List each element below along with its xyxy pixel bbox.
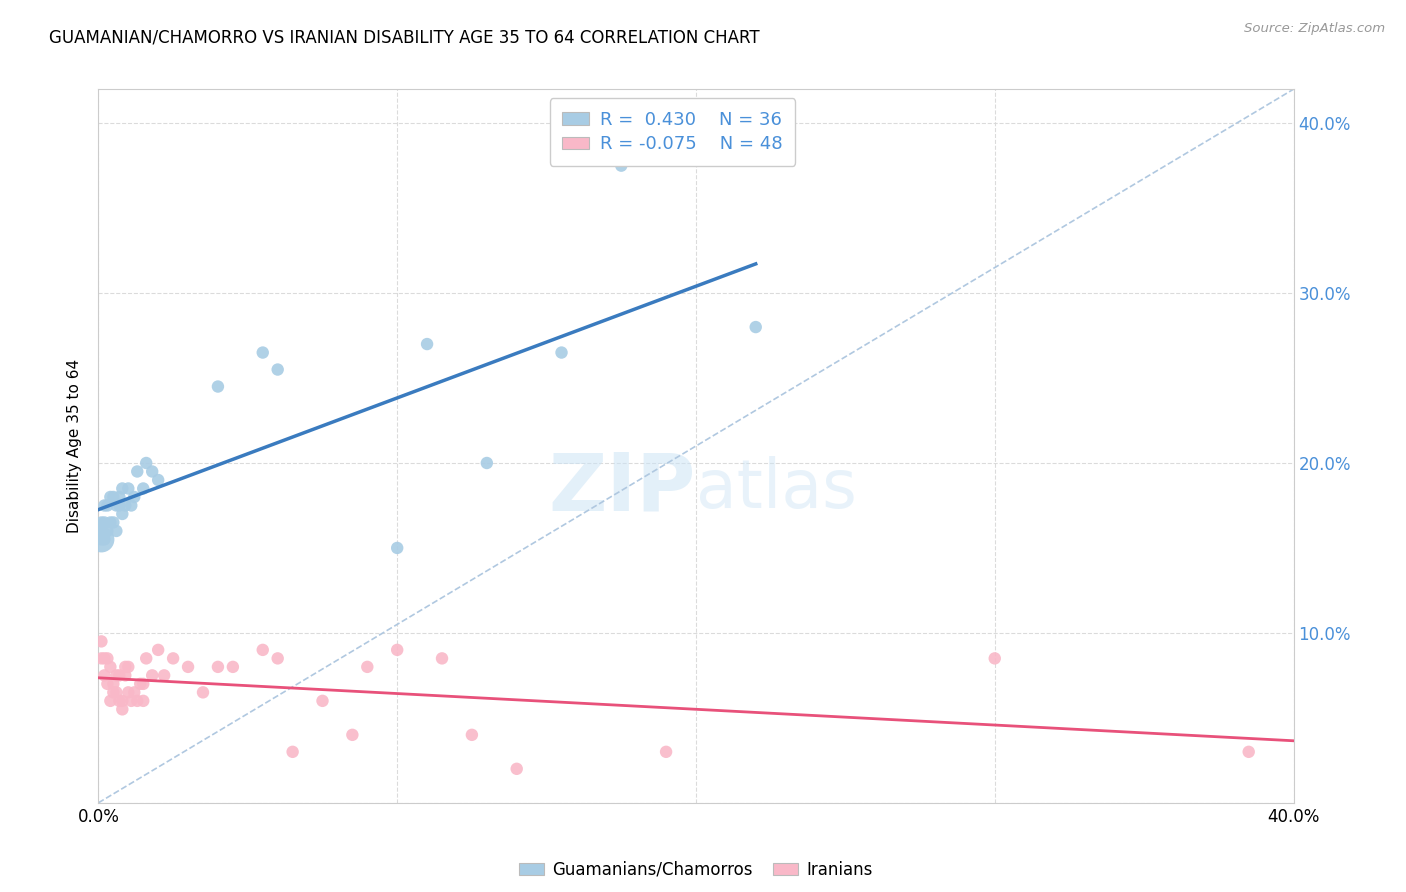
Point (135, 456, 157, 470)
Point (108, 490, 131, 504)
Point (96, 499, 118, 513)
Point (141, 465, 163, 479)
Point (177, 660, 200, 674)
Point (222, 660, 245, 674)
Point (252, 643, 274, 657)
Point (141, 668, 163, 682)
Point (311, 694, 333, 708)
Point (114, 660, 136, 674)
Point (416, 337, 439, 351)
Point (124, 490, 146, 504)
Point (162, 651, 184, 665)
Point (111, 694, 134, 708)
Point (984, 651, 1007, 665)
Point (385, 541, 409, 555)
Point (105, 668, 128, 682)
Point (98, 694, 122, 708)
Point (93, 668, 115, 682)
Point (111, 507, 134, 521)
Point (252, 345, 274, 359)
Point (267, 651, 290, 665)
Point (356, 660, 378, 674)
Point (430, 651, 453, 665)
Point (98, 516, 122, 530)
Text: atlas: atlas (696, 456, 856, 522)
Point (103, 516, 125, 530)
Point (90, 634, 112, 648)
Point (655, 745, 678, 759)
Point (98, 490, 122, 504)
Point (132, 694, 155, 708)
Point (120, 694, 142, 708)
Point (93, 499, 115, 513)
Point (90, 533, 112, 547)
Point (506, 762, 529, 776)
Point (90, 533, 112, 547)
Point (90, 651, 112, 665)
Point (98, 660, 122, 674)
Point (90, 524, 112, 538)
Point (117, 660, 139, 674)
Point (103, 685, 125, 699)
Point (103, 490, 125, 504)
Point (111, 482, 134, 496)
Point (475, 456, 498, 470)
Text: ZIP: ZIP (548, 450, 696, 528)
Point (120, 499, 142, 513)
Point (108, 668, 131, 682)
Point (207, 660, 229, 674)
Point (550, 345, 572, 359)
Point (267, 362, 290, 376)
Point (103, 677, 125, 691)
Point (108, 499, 131, 513)
Text: Source: ZipAtlas.com: Source: ZipAtlas.com (1244, 22, 1385, 36)
Legend: Guamanians/Chamorros, Iranians: Guamanians/Chamorros, Iranians (513, 854, 879, 885)
Point (111, 702, 134, 716)
Point (610, 159, 633, 173)
Point (93, 533, 115, 547)
Point (124, 685, 146, 699)
Y-axis label: Disability Age 35 to 64: Disability Age 35 to 64 (67, 359, 83, 533)
Point (105, 524, 128, 538)
Point (207, 379, 229, 393)
Point (114, 668, 136, 682)
Point (127, 465, 149, 479)
Point (90, 516, 112, 530)
Point (117, 685, 139, 699)
Point (148, 643, 170, 657)
Point (745, 320, 768, 334)
Point (96, 651, 118, 665)
Point (153, 668, 176, 682)
Point (108, 694, 131, 708)
Text: GUAMANIAN/CHAMORRO VS IRANIAN DISABILITY AGE 35 TO 64 CORRELATION CHART: GUAMANIAN/CHAMORRO VS IRANIAN DISABILITY… (49, 29, 759, 46)
Point (342, 728, 364, 742)
Point (93, 516, 115, 530)
Point (385, 643, 409, 657)
Point (117, 482, 139, 496)
Point (281, 745, 304, 759)
Point (96, 524, 118, 538)
Point (127, 694, 149, 708)
Point (96, 677, 118, 691)
Point (148, 473, 170, 487)
Point (93, 651, 115, 665)
Point (129, 677, 152, 691)
Point (132, 677, 155, 691)
Point (132, 482, 155, 496)
Point (191, 685, 214, 699)
Point (1237, 745, 1260, 759)
Point (105, 685, 128, 699)
Point (105, 499, 128, 513)
Point (461, 728, 484, 742)
Point (135, 651, 157, 665)
Point (114, 499, 136, 513)
